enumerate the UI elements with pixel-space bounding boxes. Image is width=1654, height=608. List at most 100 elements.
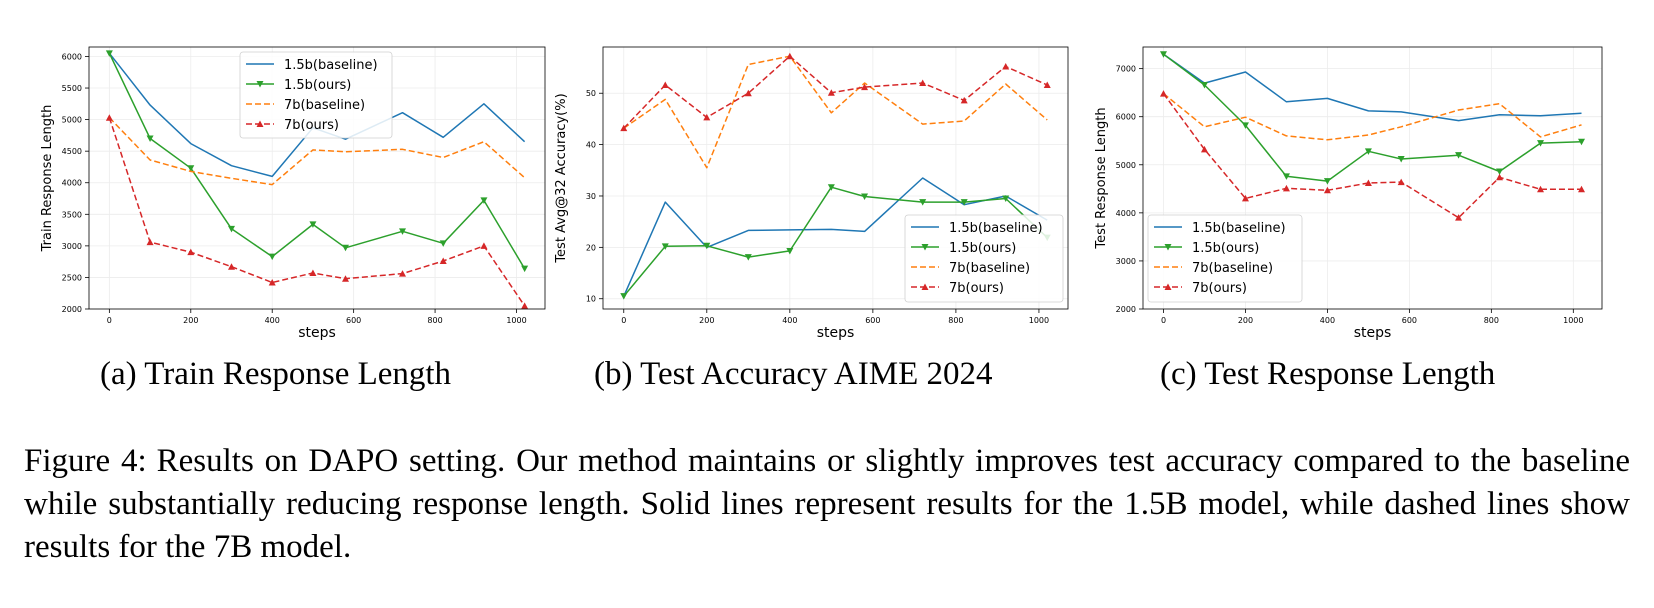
series-line-7b(ours) bbox=[623, 55, 1048, 129]
y-tick-label: 7000 bbox=[1116, 65, 1136, 74]
data-point-1.5b(ours) bbox=[309, 221, 317, 228]
data-point-1.5b(ours) bbox=[620, 293, 628, 300]
x-tick-label: 400 bbox=[782, 316, 797, 325]
data-point-7b(ours) bbox=[228, 263, 235, 270]
x-tick-label: 0 bbox=[621, 316, 626, 325]
x-tick-label: 800 bbox=[427, 316, 442, 325]
chart-b: 0 200 400 600 800 1000 10 20 30 40 50 steps Test Avg… bbox=[554, 46, 1069, 341]
y-tick-label: 2000 bbox=[1116, 305, 1136, 314]
legend: 1.5b(baseline) 1.5b(ours) 7b(baseline) 7b(o… bbox=[239, 51, 393, 139]
data-point-7b(ours) bbox=[1364, 179, 1372, 187]
y-tick-label: 3000 bbox=[62, 242, 82, 251]
legend-label-1.5b(baseline): 1.5b(baseline) bbox=[949, 221, 1043, 236]
data-point-1.5b(ours) bbox=[1159, 51, 1167, 58]
x-tick-label: 800 bbox=[1484, 316, 1499, 325]
legend-label-7b(ours): 7b(ours) bbox=[1192, 281, 1247, 296]
x-axis-label: steps bbox=[817, 325, 855, 341]
data-point-1.5b(ours) bbox=[861, 193, 869, 200]
series-line-1.5b(baseline) bbox=[1163, 53, 1582, 122]
y-axis-label: Train Response Length bbox=[40, 105, 55, 253]
legend-marker-1.5b(ours) bbox=[1164, 244, 1172, 251]
x-tick-label: 200 bbox=[699, 316, 714, 325]
legend-label-7b(ours): 7b(ours) bbox=[284, 118, 339, 133]
data-point-7b(ours) bbox=[1323, 186, 1331, 194]
subcaption-a-label: (a) bbox=[100, 356, 137, 392]
series-line-7b(baseline) bbox=[108, 117, 526, 186]
legend-label-1.5b(baseline): 1.5b(baseline) bbox=[284, 58, 378, 73]
data-point-7b(ours) bbox=[620, 124, 628, 132]
series-line-1.5b(baseline) bbox=[623, 177, 1048, 297]
figure-caption-prefix: Figure 4: bbox=[24, 443, 147, 479]
x-tick-label: 1000 bbox=[1029, 316, 1049, 325]
data-point-1.5b(ours) bbox=[1397, 156, 1405, 163]
data-point-1.5b(ours) bbox=[146, 135, 154, 143]
x-tick-label: 200 bbox=[1238, 316, 1253, 325]
x-axis-label: steps bbox=[1354, 325, 1392, 341]
data-point-7b(ours) bbox=[342, 275, 349, 282]
data-point-1.5b(ours) bbox=[1200, 81, 1208, 89]
data-point-1.5b(ours) bbox=[268, 253, 276, 261]
x-axis-label: steps bbox=[298, 325, 336, 341]
x-tick-label: 600 bbox=[1402, 316, 1417, 325]
subcaption-b-label: (b) bbox=[594, 356, 633, 392]
legend-label-1.5b(ours): 1.5b(ours) bbox=[284, 78, 351, 93]
data-point-1.5b(ours) bbox=[342, 244, 349, 252]
legend-label-1.5b(ours): 1.5b(ours) bbox=[949, 241, 1016, 256]
y-tick-label: 30 bbox=[586, 192, 596, 201]
legend-label-7b(baseline): 7b(baseline) bbox=[949, 261, 1030, 276]
y-tick-label: 4500 bbox=[62, 147, 82, 156]
data-point-1.5b(ours) bbox=[919, 199, 927, 206]
y-tick-label: 5500 bbox=[62, 84, 82, 93]
data-point-7b(ours) bbox=[1241, 194, 1249, 202]
data-point-7b(ours) bbox=[480, 242, 488, 249]
data-point-1.5b(ours) bbox=[1496, 168, 1504, 176]
data-point-7b(ours) bbox=[399, 270, 406, 277]
x-tick-label: 1000 bbox=[506, 316, 526, 325]
subcaption-c: (c) Test Response Length bbox=[1160, 356, 1495, 393]
data-point-1.5b(ours) bbox=[1002, 195, 1010, 203]
series-line-7b(baseline) bbox=[623, 55, 1048, 169]
data-point-7b(ours) bbox=[960, 96, 968, 104]
y-tick-label: 3500 bbox=[62, 210, 82, 219]
chart-c: 0 200 400 600 800 1000 2000 3000 4000 5000 6000 700… bbox=[1094, 46, 1603, 341]
data-point-1.5b(ours) bbox=[1455, 152, 1463, 159]
data-point-1.5b(ours) bbox=[960, 199, 968, 206]
data-point-7b(ours) bbox=[1537, 185, 1545, 193]
data-point-1.5b(ours) bbox=[703, 242, 711, 250]
data-point-7b(ours) bbox=[1200, 145, 1208, 153]
data-point-1.5b(ours) bbox=[105, 50, 113, 57]
legend-label-7b(ours): 7b(ours) bbox=[949, 281, 1004, 296]
legend-box bbox=[904, 214, 1064, 303]
x-tick-label: 400 bbox=[1320, 316, 1335, 325]
y-tick-label: 6000 bbox=[1116, 113, 1136, 122]
data-point-7b(ours) bbox=[1578, 185, 1586, 193]
legend-box bbox=[1147, 214, 1303, 303]
series-line-1.5b(ours) bbox=[1163, 53, 1582, 182]
legend-label-7b(baseline): 7b(baseline) bbox=[1192, 261, 1273, 276]
data-point-7b(ours) bbox=[1159, 90, 1167, 97]
data-point-1.5b(ours) bbox=[1282, 173, 1290, 180]
legend-label-1.5b(baseline): 1.5b(baseline) bbox=[1192, 221, 1286, 236]
legend: 1.5b(baseline) 1.5b(ours) 7b(baseline) 7b(o… bbox=[904, 214, 1064, 303]
y-tick-label: 5000 bbox=[62, 116, 82, 125]
subcaption-b-text: Test Accuracy AIME 2024 bbox=[640, 356, 993, 392]
plot-frame bbox=[602, 46, 1069, 310]
data-point-7b(ours) bbox=[1282, 184, 1290, 192]
x-tick-label: 1000 bbox=[1563, 316, 1583, 325]
legend-marker-1.5b(ours) bbox=[256, 81, 264, 88]
data-point-1.5b(ours) bbox=[1537, 140, 1545, 147]
x-tick-label: 800 bbox=[948, 316, 963, 325]
legend-marker-7b(ours) bbox=[256, 120, 264, 127]
legend-label-7b(baseline): 7b(baseline) bbox=[284, 98, 365, 113]
data-point-7b(ours) bbox=[439, 257, 447, 265]
subcaption-a-text: Train Response Length bbox=[144, 356, 452, 392]
data-point-1.5b(ours) bbox=[228, 225, 235, 233]
y-tick-label: 5000 bbox=[1116, 161, 1136, 170]
y-tick-label: 40 bbox=[586, 141, 596, 150]
y-tick-label: 4000 bbox=[1116, 209, 1136, 218]
data-point-7b(ours) bbox=[309, 269, 317, 277]
data-point-1.5b(ours) bbox=[1364, 148, 1372, 155]
data-point-7b(ours) bbox=[146, 238, 154, 246]
series-line-7b(ours) bbox=[1162, 93, 1582, 219]
